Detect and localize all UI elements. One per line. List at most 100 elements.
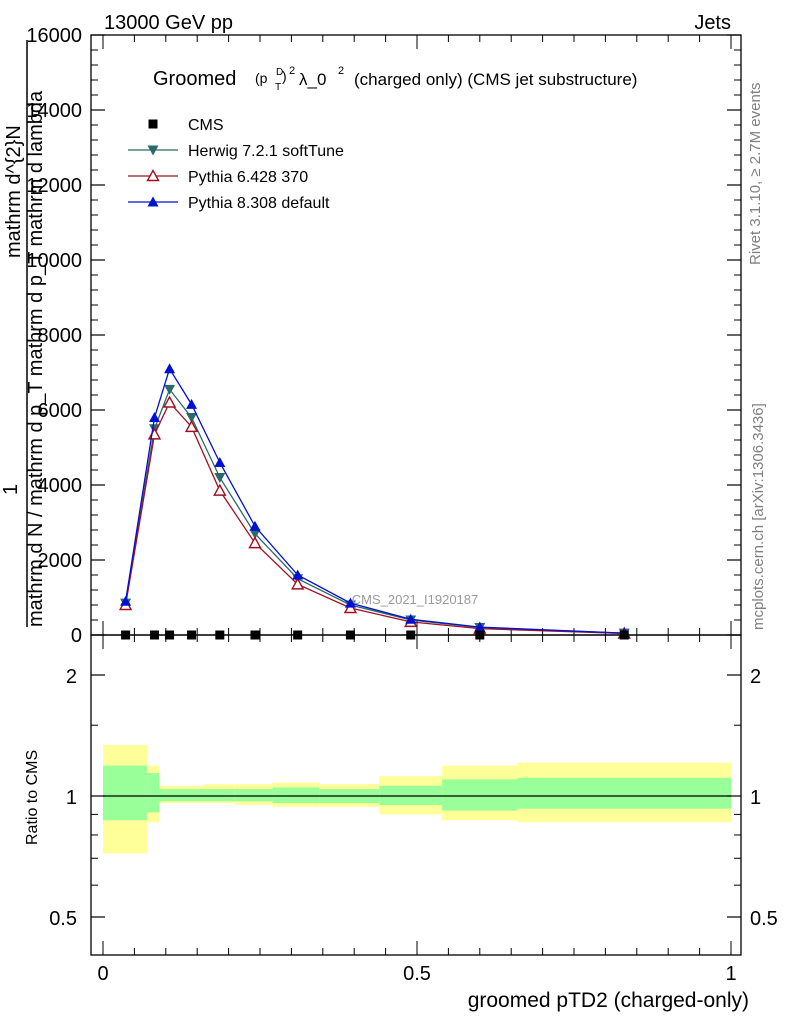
legend-label: Pythia 8.308 default: [188, 195, 330, 212]
title-formula: (p: [255, 70, 268, 86]
title-sup3: 2: [338, 65, 344, 77]
series-point: [121, 630, 131, 640]
ratio-tick-label-right: 0.5: [750, 908, 778, 930]
legend-item-3: Pythia 8.308 default: [128, 195, 330, 212]
legend-item-0: CMS: [148, 117, 224, 134]
x-axis-label: groomed pTD2 (charged-only): [468, 989, 749, 1012]
plot-title: Groomed (p D T ) 2 λ_0 2 (charged only) …: [153, 65, 637, 93]
series-point: [215, 630, 225, 640]
series-point: [213, 483, 227, 496]
title-sup-d: D: [276, 67, 283, 78]
ratio-band-inner: [203, 789, 235, 802]
series-point: [148, 412, 160, 422]
ratio-tick-label: 0.5: [49, 908, 77, 930]
series-point: [214, 457, 226, 467]
y-tick-label: 16000: [26, 25, 82, 47]
series-point: [186, 413, 198, 423]
ratio-tick-label-right: 1: [750, 787, 761, 809]
series-point: [619, 630, 629, 640]
series-point: [162, 395, 177, 408]
series-point: [345, 630, 355, 640]
watermark: CMS_2021_I1920187: [352, 592, 479, 607]
series-point: [475, 630, 485, 640]
series-point: [165, 630, 175, 640]
y-tick-label: 12000: [26, 175, 82, 197]
ratio-tick-label-right: 2: [750, 666, 761, 688]
series-point: [344, 597, 356, 608]
series-0: [121, 630, 629, 640]
ratio-band-inner: [379, 785, 443, 805]
series-point: [249, 529, 261, 540]
y-tick-label: 8000: [38, 325, 83, 347]
ratio-axis-ticks: 0.5 0.5 1 1 2 2 0 0.5 1: [49, 635, 778, 985]
legend-marker: [147, 196, 159, 207]
series-point: [214, 473, 226, 483]
y-tick-label: 6000: [38, 400, 83, 422]
series-point: [248, 536, 262, 549]
ratio-band-inner: [103, 765, 147, 821]
ratio-band-inner: [234, 789, 273, 802]
y-tick-label: 2000: [38, 550, 83, 572]
series-point: [405, 613, 417, 624]
ratio-tick-label: 1: [66, 787, 77, 809]
ratio-band-inner: [159, 789, 182, 802]
ratio-panel-frame: [90, 634, 742, 956]
y-tick-label: 10000: [26, 250, 82, 272]
y-tick-label: 0: [71, 625, 82, 647]
series-point: [187, 630, 197, 640]
ratio-tick-label: 2: [66, 666, 77, 688]
series-point: [120, 595, 132, 606]
legend: CMS Herwig 7.2.1 softTune Pythia 6.428 370…: [128, 117, 344, 212]
series-point: [184, 419, 199, 433]
y-label-one: 1: [0, 484, 22, 495]
mcplots-label: mcplots.cern.ch [arXiv:1306.3436]: [750, 403, 767, 630]
series-point: [147, 427, 162, 440]
series-point: [164, 363, 176, 374]
title-sub-t: T: [275, 82, 281, 93]
legend-marker: [147, 145, 159, 156]
y-tick-label: 14000: [26, 100, 82, 122]
ratio-band-inner: [517, 777, 731, 809]
svg-text:): ): [282, 68, 287, 84]
ratio-band-inner: [181, 789, 204, 802]
rivet-label: Rivet 3.1.10, ≥ 2.7M events: [747, 83, 764, 266]
legend-item-2: Pythia 6.428 370: [128, 169, 308, 186]
x-tick-label: 0.5: [403, 963, 431, 985]
series-point: [290, 577, 305, 590]
y-axis-label-ratio: Ratio to CMS: [24, 750, 41, 845]
series-layer: [118, 363, 631, 640]
header-right: Jets: [694, 12, 731, 34]
title-suffix: (charged only) (CMS jet substructure): [354, 70, 637, 89]
ratio-band-inner: [146, 773, 160, 813]
y-label-numerator: mathrm d^{2}N: [3, 125, 25, 258]
x-tick-label: 1: [725, 963, 736, 985]
legend-label: Pythia 6.428 370: [188, 169, 308, 186]
series-point: [474, 621, 486, 632]
legend-label: Herwig 7.2.1 softTune: [188, 143, 344, 160]
series-point: [406, 630, 416, 640]
series-point: [249, 520, 261, 531]
ratio-bands: [103, 744, 731, 854]
legend-item-1: Herwig 7.2.1 softTune: [128, 143, 344, 160]
series-point: [293, 630, 303, 640]
series-point: [292, 569, 304, 580]
y-tick-label: 4000: [38, 475, 83, 497]
series-point: [186, 398, 198, 409]
ratio-band-inner: [272, 787, 320, 804]
series-point: [149, 630, 159, 640]
legend-label: CMS: [188, 117, 224, 134]
header-left: 13000 GeV pp: [104, 12, 233, 34]
series-point: [250, 630, 260, 640]
title-lambda: λ_0: [299, 70, 326, 89]
title-prefix: Groomed: [153, 68, 236, 90]
ratio-band-inner: [442, 779, 518, 811]
series-point: [164, 384, 176, 395]
main-axis-ticks: 0 2000 4000 6000 8000 10000 12000 14000 16000: [26, 25, 741, 647]
legend-marker: [148, 119, 158, 129]
x-tick-label: 0: [97, 963, 108, 985]
y-label-denominator: mathrm d N / mathrm d p_T mathrm d p_T m…: [25, 90, 47, 627]
title-sup2: 2: [289, 65, 295, 77]
y-axis-label-main: mathrm d^{2}N 1 mathrm d N / mathrm d p_…: [0, 40, 47, 627]
legend-marker: [146, 169, 160, 182]
